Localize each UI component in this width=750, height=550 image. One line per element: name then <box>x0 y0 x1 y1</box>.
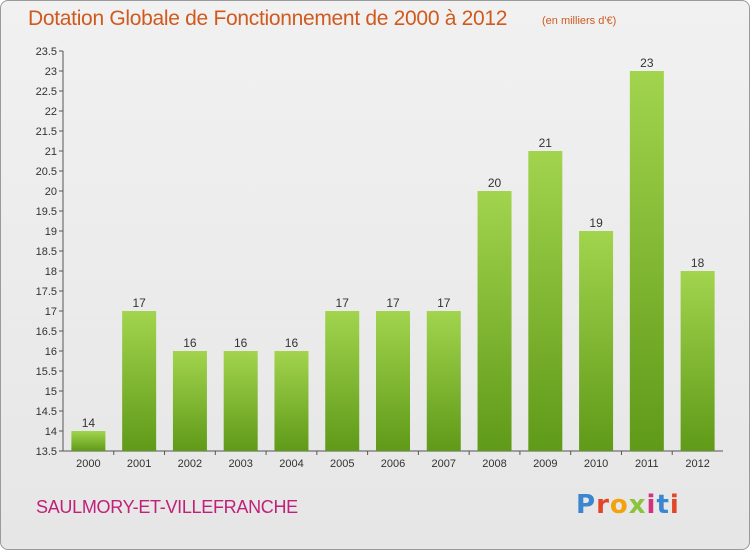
bar-2012[interactable] <box>680 271 715 451</box>
x-tick-label: 2003 <box>228 458 252 470</box>
y-tick-label: 17.5 <box>36 286 57 298</box>
bar-2005[interactable] <box>325 311 360 451</box>
bar-2003[interactable] <box>223 351 258 451</box>
x-tick-label: 2007 <box>432 458 456 470</box>
chart-title: Dotation Globale de Fonctionnement de 20… <box>28 7 508 30</box>
bar-2004[interactable] <box>274 351 309 451</box>
y-tick-label: 23.5 <box>36 46 57 58</box>
bar-2008[interactable] <box>477 191 512 451</box>
data-label-2011: 23 <box>640 56 654 70</box>
bar-2002[interactable] <box>172 351 207 451</box>
x-tick-label: 2008 <box>482 458 506 470</box>
y-tick-label: 17 <box>45 306 57 318</box>
y-tick-label: 21 <box>45 146 57 158</box>
y-tick-label: 23 <box>45 66 57 78</box>
y-tick-label: 18.5 <box>36 246 57 258</box>
y-tick-label: 16.5 <box>36 326 57 338</box>
commune-name: SAULMORY-ET-VILLEFRANCHE <box>36 497 298 517</box>
y-tick-label: 13.5 <box>36 446 57 458</box>
logo-letter: o <box>609 490 629 520</box>
data-label-2008: 20 <box>488 176 502 190</box>
y-tick-label: 20.5 <box>36 166 57 178</box>
x-tick-label: 2006 <box>381 458 405 470</box>
logo-letter: i <box>669 490 680 520</box>
data-label-2004: 16 <box>285 336 299 350</box>
data-label-2001: 17 <box>132 296 146 310</box>
chart-subtitle: (en milliers d'€) <box>542 15 617 27</box>
data-label-2000: 14 <box>82 416 96 430</box>
x-tick-label: 2004 <box>279 458 303 470</box>
y-tick-label: 21.5 <box>36 126 57 138</box>
y-tick-label: 20 <box>45 186 57 198</box>
logo-letter: t <box>656 490 670 520</box>
y-tick-label: 14 <box>45 426 57 438</box>
x-tick-label: 2010 <box>584 458 608 470</box>
y-tick-label: 14.5 <box>36 406 57 418</box>
data-label-2003: 16 <box>234 336 248 350</box>
y-tick-label: 18 <box>45 266 57 278</box>
x-tick-label: 2011 <box>635 458 659 470</box>
proxiti-logo[interactable]: Proxiti <box>576 490 680 520</box>
data-label-2005: 17 <box>336 296 350 310</box>
x-tick-label: 2002 <box>178 458 202 470</box>
x-tick-label: 2001 <box>127 458 151 470</box>
data-label-2010: 19 <box>589 216 603 230</box>
x-tick-label: 2000 <box>76 458 100 470</box>
x-tick-label: 2005 <box>330 458 354 470</box>
bar-2011[interactable] <box>629 71 664 451</box>
logo-letter: x <box>628 490 647 520</box>
bar-2007[interactable] <box>426 311 461 451</box>
data-label-2002: 16 <box>183 336 197 350</box>
data-label-2009: 21 <box>539 136 553 150</box>
x-tick-label: 2009 <box>533 458 557 470</box>
bar-2000[interactable] <box>71 431 106 451</box>
y-tick-label: 16 <box>45 346 57 358</box>
y-tick-label: 19.5 <box>36 206 57 218</box>
x-tick-label: 2012 <box>685 458 709 470</box>
data-label-2007: 17 <box>437 296 451 310</box>
data-label-2012: 18 <box>691 256 705 270</box>
y-tick-label: 19 <box>45 226 57 238</box>
y-tick-label: 15.5 <box>36 366 57 378</box>
bar-2010[interactable] <box>579 231 614 451</box>
logo-letter: r <box>596 490 610 520</box>
bar-2001[interactable] <box>122 311 157 451</box>
y-tick-label: 22.5 <box>36 86 57 98</box>
data-label-2006: 17 <box>386 296 400 310</box>
y-tick-label: 15 <box>45 386 57 398</box>
logo-letter: i <box>646 490 657 520</box>
bar-2006[interactable] <box>376 311 410 451</box>
y-tick-label: 22 <box>45 106 57 118</box>
bar-2009[interactable] <box>528 151 563 451</box>
logo-letter: P <box>576 490 597 520</box>
